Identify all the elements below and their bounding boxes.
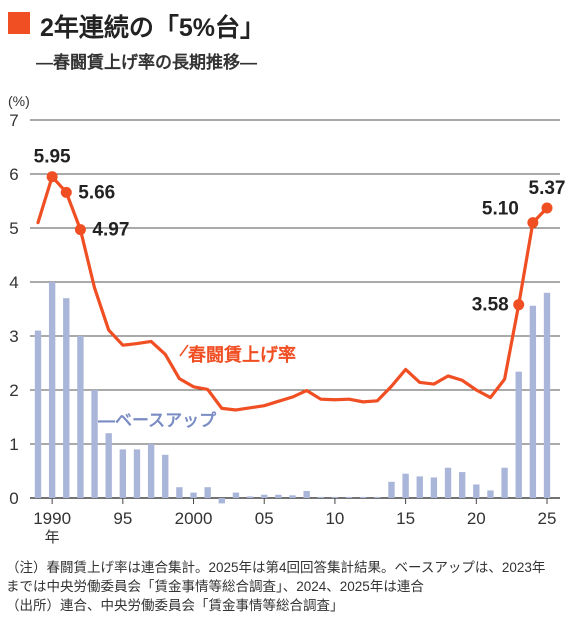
- data-point-marker: [541, 202, 553, 214]
- series-label-wage: 春闘賃上げ率: [188, 344, 296, 366]
- data-point-marker: [46, 171, 58, 183]
- y-tick-label: 4: [9, 273, 18, 292]
- series-label-leader: [179, 344, 189, 357]
- series-label-base-up: ―ベースアップ: [98, 410, 217, 431]
- wage-increase-chart: 0 1 2 3 4 5 6 7 (%) 5.95 5.66 4.97 3.58 5.10 5.37 春闘賃上げ…: [8, 93, 566, 546]
- base-up-bar: [543, 292, 551, 498]
- chart-notes: （注）春闘賃上げ率は連合集計。2025年は第4回回答集計結果。ベースアップは、2…: [6, 558, 564, 615]
- x-tick-label: 20: [467, 509, 486, 528]
- note-line: （注）春闘賃上げ率は連合集計。2025年は第4回回答集計結果。ベースアップは、2…: [6, 560, 546, 575]
- base-up-bar: [360, 496, 367, 498]
- base-up-bar: [473, 484, 480, 498]
- base-up-bar: [289, 495, 296, 498]
- base-up-bar: [374, 496, 381, 498]
- base-up-bar: [317, 496, 324, 498]
- x-tick-label: 2000: [175, 509, 213, 528]
- base-up-bar: [444, 467, 452, 498]
- base-up-bar: [345, 496, 353, 498]
- x-tick-label: 1990: [33, 509, 71, 528]
- x-tick-label: 10: [325, 509, 344, 528]
- base-up-bar: [133, 449, 141, 498]
- y-tick-label: 1: [9, 435, 18, 454]
- data-point-marker: [60, 186, 72, 198]
- chart-subtitle: ―春闘賃上げ率の長期推移―: [36, 53, 257, 72]
- data-point-marker: [74, 224, 86, 236]
- y-tick-label: 7: [9, 111, 18, 130]
- y-tick-label: 0: [9, 489, 18, 508]
- base-up-bar: [77, 336, 84, 498]
- base-up-bar: [162, 454, 169, 498]
- y-tick-label: 2: [9, 381, 18, 400]
- y-tick-label: 5: [9, 219, 18, 238]
- base-up-bar: [501, 467, 508, 498]
- base-up-bar: [119, 449, 127, 498]
- base-up-bar: [515, 371, 522, 498]
- base-up-bar: [63, 298, 70, 498]
- x-tick-label: 95: [113, 509, 132, 528]
- base-up-bar: [246, 496, 254, 498]
- y-tick-label: 6: [9, 165, 18, 184]
- base-up-bar: [275, 494, 282, 498]
- data-label: 5.10: [482, 199, 519, 220]
- base-up-bar: [204, 487, 211, 498]
- base-up-bar: [261, 494, 268, 498]
- title-marker: [8, 12, 30, 34]
- data-point-marker: [527, 217, 539, 229]
- base-up-bar: [529, 305, 537, 498]
- data-point-marker: [513, 299, 525, 311]
- base-up-bar: [331, 496, 339, 498]
- base-up-bar: [91, 390, 98, 498]
- chart-title: 2年連続の「5%台」: [40, 14, 266, 42]
- base-up-bar: [176, 487, 183, 498]
- note-line: （出所）連合、中央労働委員会「賃金事情等総合調査」: [6, 598, 344, 613]
- base-up-bar: [105, 433, 112, 498]
- data-label: 5.66: [78, 182, 115, 203]
- base-up-bar: [416, 476, 423, 498]
- base-up-bar: [430, 477, 438, 498]
- data-label: 3.58: [472, 295, 509, 316]
- note-line: までは中央労働委員会「賃金事情等総合調査」、2024、2025年は連合: [6, 579, 424, 594]
- y-tick-label: 3: [9, 327, 18, 346]
- base-up-bar: [232, 492, 240, 498]
- base-up-bar: [218, 498, 225, 504]
- base-up-bar: [458, 472, 466, 498]
- base-up-bar: [190, 492, 197, 498]
- y-unit-label: (%): [8, 93, 30, 109]
- x-sub-label: 年: [45, 528, 60, 546]
- base-up-bar: [303, 490, 310, 498]
- x-tick-label: 25: [538, 509, 557, 528]
- x-tick-label: 05: [255, 509, 274, 528]
- base-up-bar: [48, 282, 56, 498]
- x-tick-label: 15: [396, 509, 415, 528]
- base-up-bar: [147, 444, 155, 498]
- base-up-bar: [34, 330, 42, 498]
- data-label: 4.97: [92, 220, 129, 241]
- base-up-bar: [388, 481, 395, 498]
- base-up-bar: [487, 490, 494, 498]
- base-up-bar: [402, 473, 409, 498]
- data-label: 5.37: [529, 178, 566, 199]
- wage-increase-line: [36, 175, 549, 412]
- data-label: 5.95: [34, 147, 71, 168]
